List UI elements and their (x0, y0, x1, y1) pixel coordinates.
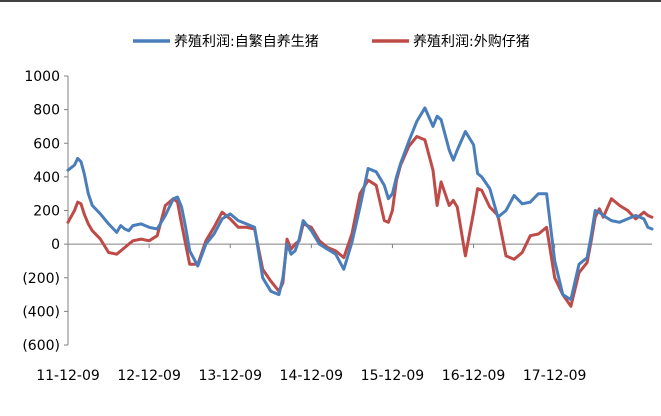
x-tick-label: 16-12-09 (442, 368, 506, 384)
x-tick-label: 12-12-09 (117, 368, 181, 384)
y-tick-label: 600 (33, 136, 60, 152)
legend-label-purchased-piglets: 养殖利润:外购仔猪 (413, 33, 530, 50)
legend-label-self-bred: 养殖利润:自繁自养生猪 (174, 33, 319, 50)
series-line-purchased-piglets (66, 135, 654, 308)
x-tick-label: 11-12-09 (36, 368, 100, 384)
y-tick-label: 400 (33, 170, 60, 186)
y-tick-label: 0 (51, 237, 60, 253)
x-tick-label: 15-12-09 (361, 368, 425, 384)
x-tick-label: 17-12-09 (523, 368, 587, 384)
y-tick-label: (400) (22, 304, 60, 320)
y-tick-label: 800 (33, 103, 60, 119)
series-layer (66, 106, 654, 308)
x-tick-label: 13-12-09 (198, 368, 262, 384)
y-tick-label: (200) (22, 271, 60, 287)
series-line-self-bred (66, 106, 654, 302)
x-axis-ticks: 11-12-09 12-12-09 13-12-09 14-12-09 15-12-09… (36, 244, 586, 384)
y-axis-ticks: 1000 800 600 400 200 0 (200) (400) (600) (22, 69, 68, 354)
legend: 养殖利润:自繁自养生猪 养殖利润:外购仔猪 (133, 33, 530, 50)
y-tick-label: 1000 (24, 69, 60, 85)
y-tick-label: (600) (22, 338, 60, 354)
x-tick-label: 14-12-09 (280, 368, 344, 384)
y-tick-label: 200 (33, 204, 60, 220)
